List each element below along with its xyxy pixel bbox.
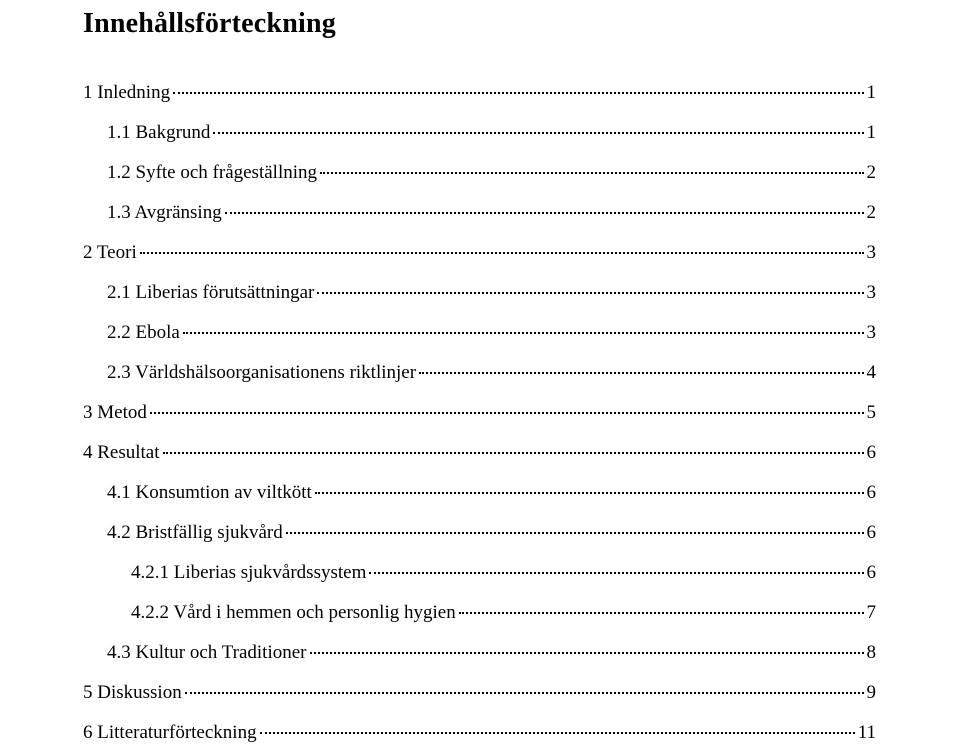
toc-leader-dots [163,452,864,454]
toc-leader-dots [310,652,864,654]
toc-leader-dots [286,532,864,534]
toc-entry: 4.2.2 Vård i hemmen och personlig hygien… [83,602,876,624]
toc-entry-page: 8 [867,642,877,664]
toc-leader-dots [213,132,863,134]
toc-entry-label: 2.2 Ebola [107,322,180,344]
toc-entry-page: 3 [867,242,877,264]
toc-entry-label: 4 Resultat [83,442,160,464]
toc-entry-label: 1.1 Bakgrund [107,122,210,144]
toc-entry-page: 1 [867,122,877,144]
toc-entry-page: 4 [867,362,877,384]
toc-entry-label: 1.3 Avgränsing [107,202,222,224]
toc-entry-label: 4.2.2 Vård i hemmen och personlig hygien [131,602,456,624]
toc-entry-label: 1.2 Syfte och frågeställning [107,162,317,184]
toc-entry-page: 1 [867,82,877,104]
toc-entry-page: 6 [867,522,877,544]
toc-entry-label: 3 Metod [83,402,147,424]
toc-entry: 5 Diskussion 9 [83,682,876,704]
toc-entry-label: 4.2.1 Liberias sjukvårdssystem [131,562,366,584]
toc-entry: 2.1 Liberias förutsättningar 3 [83,282,876,304]
toc-entry: 1.2 Syfte och frågeställning 2 [83,162,876,184]
toc-leader-dots [173,92,863,94]
toc-entry-page: 7 [867,602,877,624]
toc-entry-page: 11 [858,722,876,744]
toc-entry-label: 6 Litteraturförteckning [83,722,257,744]
toc-leader-dots [369,572,863,574]
toc-entry-label: 2.1 Liberias förutsättningar [107,282,314,304]
toc-entry-page: 3 [867,282,877,304]
toc-entry-page: 6 [867,562,877,584]
toc-leader-dots [225,212,864,214]
toc-leader-dots [140,252,864,254]
toc-entry: 4 Resultat 6 [83,442,876,464]
toc-title: Innehållsförteckning [83,8,876,40]
toc-entry: 3 Metod 5 [83,402,876,424]
toc-entry: 1 Inledning 1 [83,82,876,104]
toc-entry: 2.2 Ebola 3 [83,322,876,344]
toc-leader-dots [317,292,863,294]
toc-leader-dots [419,372,863,374]
toc-entry-page: 2 [867,202,877,224]
toc-entry-label: 2.3 Världshälsoorganisationens riktlinje… [107,362,416,384]
toc-entry: 1.1 Bakgrund 1 [83,122,876,144]
toc-entry-page: 6 [867,442,877,464]
toc-entry-page: 3 [867,322,877,344]
toc-leader-dots [315,492,864,494]
toc-entry-page: 6 [867,482,877,504]
toc-leader-dots [185,692,864,694]
toc-leader-dots [459,612,864,614]
toc-entry-label: 5 Diskussion [83,682,182,704]
toc-entry: 2 Teori 3 [83,242,876,264]
toc-entry-label: 2 Teori [83,242,137,264]
toc-entry-page: 2 [867,162,877,184]
toc-entry-label: 4.1 Konsumtion av viltkött [107,482,312,504]
toc-entry-label: 4.2 Bristfällig sjukvård [107,522,283,544]
toc-entry: 1.3 Avgränsing 2 [83,202,876,224]
toc-entry: 4.3 Kultur och Traditioner 8 [83,642,876,664]
toc-leader-dots [150,412,864,414]
toc-entry: 2.3 Världshälsoorganisationens riktlinje… [83,362,876,384]
toc-entry: 6 Litteraturförteckning 11 [83,722,876,744]
toc-entry: 4.2.1 Liberias sjukvårdssystem 6 [83,562,876,584]
toc-entry: 4.2 Bristfällig sjukvård 6 [83,522,876,544]
toc-entry-label: 1 Inledning [83,82,170,104]
toc-entry: 4.1 Konsumtion av viltkött 6 [83,482,876,504]
toc-list: 1 Inledning 1 1.1 Bakgrund 1 1.2 Syfte o… [83,82,876,744]
toc-leader-dots [183,332,864,334]
toc-entry-page: 9 [867,682,877,704]
toc-leader-dots [260,732,855,734]
toc-leader-dots [320,172,863,174]
toc-page: Innehållsförteckning 1 Inledning 1 1.1 B… [0,0,960,744]
toc-entry-label: 4.3 Kultur och Traditioner [107,642,307,664]
toc-entry-page: 5 [867,402,877,424]
